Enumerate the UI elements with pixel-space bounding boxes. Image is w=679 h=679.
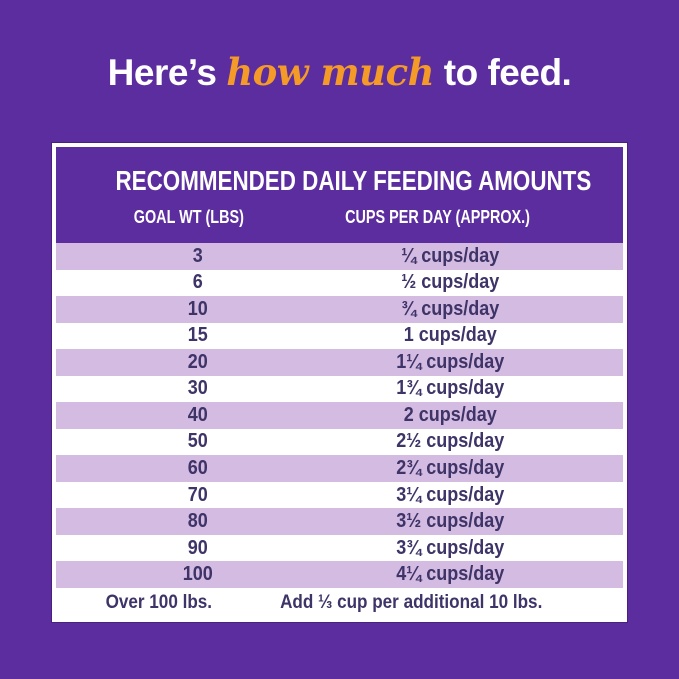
cups-per-day-cell: 1¼ cups/day: [395, 350, 504, 373]
goal-weight-cell: 40: [187, 403, 208, 426]
cups-per-day-cell: 3¼ cups/day: [395, 483, 504, 506]
cups-per-day-cell: ¾ cups/day: [400, 297, 499, 320]
column-header-goal-wt: GOAL WT (LBS): [133, 207, 245, 227]
cups-per-day-cell: 1 cups/day: [403, 324, 497, 347]
goal-weight-cell: 20: [187, 350, 208, 373]
goal-weight-cell: 6: [192, 271, 203, 294]
table-row: 15 1 cups/day: [56, 322, 623, 350]
table-row: 20 1¼ cups/day: [56, 349, 623, 376]
page-title-prefix: Here’s: [107, 52, 227, 93]
table-row: 6 ½ cups/day: [56, 269, 623, 297]
cups-per-day-cell: 3¾ cups/day: [395, 536, 504, 559]
cups-per-day-cell: 2½ cups/day: [395, 430, 504, 453]
table-title: RECOMMENDED DAILY FEEDING AMOUNTS: [56, 164, 623, 198]
goal-weight-cell: 60: [187, 457, 208, 480]
table-row: 70 3¼ cups/day: [56, 481, 623, 509]
goal-weight-cell: 15: [187, 324, 208, 347]
table-row: 60 2¾ cups/day: [56, 455, 623, 482]
table-row: 90 3¾ cups/day: [56, 534, 623, 562]
goal-weight-cell: 90: [187, 536, 208, 559]
table-footer-row: Over 100 lbs. Add ⅓ cup per additional 1…: [56, 588, 623, 618]
table-row: 50 2½ cups/day: [56, 428, 623, 456]
page-title-suffix: to feed.: [434, 52, 572, 93]
cups-per-day-cell: 2¾ cups/day: [395, 457, 504, 480]
table-row: 30 1¾ cups/day: [56, 375, 623, 403]
goal-weight-cell: 80: [187, 510, 208, 533]
cups-per-day-cell: ½ cups/day: [400, 271, 499, 294]
goal-weight-cell: 10: [187, 297, 208, 320]
cups-per-day-cell: 3½ cups/day: [395, 510, 504, 533]
footer-cups-per-day-cell: Add ⅓ cup per additional 10 lbs.: [279, 592, 542, 613]
cups-per-day-cell: ¼ cups/day: [400, 244, 499, 267]
column-header-row: GOAL WT (LBS) CUPS PER DAY (APPROX.): [56, 207, 623, 228]
page-title: Here’s how much to feed.: [0, 50, 679, 94]
cups-per-day-cell: 4¼ cups/day: [395, 563, 504, 586]
table-row: 40 2 cups/day: [56, 402, 623, 429]
goal-weight-cell: 70: [187, 483, 208, 506]
table-title-text: RECOMMENDED DAILY FEEDING AMOUNTS: [115, 165, 592, 196]
table-row: 10 ¾ cups/day: [56, 296, 623, 323]
table-row: 3 ¼ cups/day: [56, 243, 623, 270]
goal-weight-cell: 50: [187, 430, 208, 453]
goal-weight-cell: 3: [192, 244, 203, 267]
column-header-cups-per-day: CUPS PER DAY (APPROX.): [345, 207, 530, 227]
goal-weight-cell: 100: [182, 563, 213, 586]
goal-weight-cell: 30: [187, 377, 208, 400]
footer-goal-weight-cell: Over 100 lbs.: [105, 592, 213, 613]
table-header-band: RECOMMENDED DAILY FEEDING AMOUNTS GOAL W…: [56, 147, 623, 243]
page-title-highlight: how much: [226, 50, 434, 94]
feeding-table: RECOMMENDED DAILY FEEDING AMOUNTS GOAL W…: [52, 143, 627, 622]
cups-per-day-cell: 1¾ cups/day: [395, 377, 504, 400]
table-row: 100 4¼ cups/day: [56, 561, 623, 588]
table-row: 80 3½ cups/day: [56, 508, 623, 535]
cups-per-day-cell: 2 cups/day: [403, 403, 497, 426]
